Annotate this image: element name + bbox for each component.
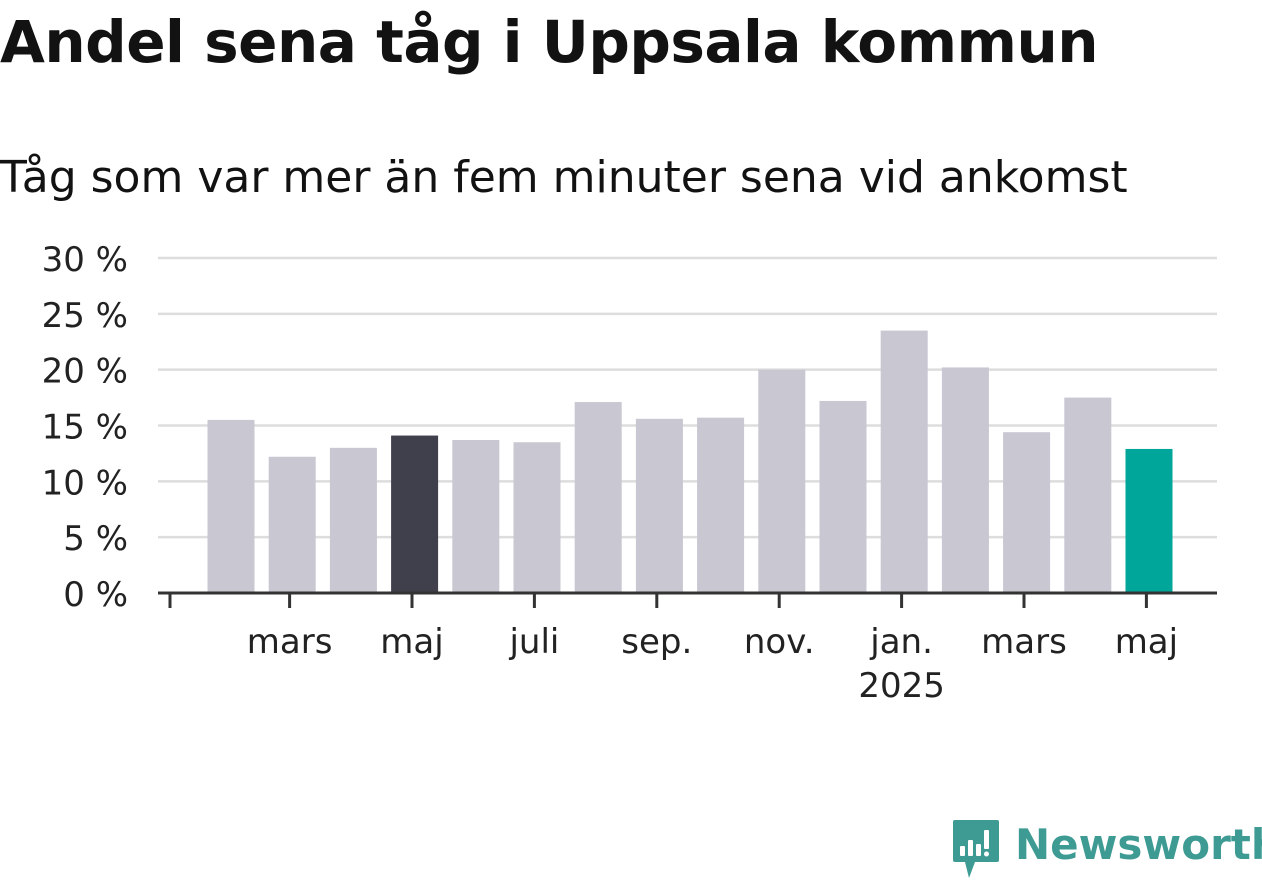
bars xyxy=(207,330,1173,593)
bar-2025-02 xyxy=(941,367,989,593)
grid-lines xyxy=(158,256,1217,539)
bar-2024-08 xyxy=(574,402,622,593)
brand-name: Newsworthy xyxy=(1015,820,1262,869)
bar-2024-09 xyxy=(635,418,683,593)
x-tick-label: sep. xyxy=(621,622,692,662)
x-tick-label: maj xyxy=(380,622,443,662)
bar-2024-10 xyxy=(697,417,745,593)
y-tick-label: 30 % xyxy=(42,240,128,280)
y-tick-label: 10 % xyxy=(42,463,128,503)
bar-2024-11 xyxy=(758,369,806,593)
bar-2024-07 xyxy=(513,442,561,593)
x-axis-labels: mars maj juli sep. nov. jan.2025 mars maj xyxy=(247,622,1178,706)
bar-2024-06 xyxy=(452,440,500,593)
bar-2025-04 xyxy=(1064,397,1112,593)
y-tick-label: 15 % xyxy=(42,408,128,448)
bar-2024-12 xyxy=(819,400,867,593)
x-tick-sublabel: 2025 xyxy=(858,666,945,706)
bar-2025-01 xyxy=(880,330,928,593)
bar-2024-03 xyxy=(268,456,316,593)
x-axis xyxy=(158,591,1217,608)
x-tick-label: jan. xyxy=(869,622,933,662)
bar-2024-02 xyxy=(207,419,255,593)
newsworthy-logo-icon xyxy=(953,820,999,878)
y-tick-label: 20 % xyxy=(42,352,128,392)
newsworthy-logo: Newsworthy xyxy=(951,818,1262,880)
y-tick-label: 25 % xyxy=(42,296,128,336)
x-tick-label: nov. xyxy=(744,622,815,662)
bar-2025-05 xyxy=(1125,448,1173,593)
bar-2025-03 xyxy=(1003,432,1051,593)
bar-2024-05 xyxy=(391,435,439,593)
y-tick-label: 5 % xyxy=(63,519,128,559)
y-tick-label: 0 % xyxy=(63,575,128,615)
x-tick-label: mars xyxy=(981,622,1067,662)
y-axis-labels: 0 % 5 % 10 % 15 % 20 % 25 % 30 % xyxy=(42,240,128,615)
x-tick-label: maj xyxy=(1115,622,1178,662)
chart-subtitle: Tåg som var mer än fem minuter sena vid … xyxy=(0,152,1128,203)
x-tick-label: mars xyxy=(247,622,333,662)
chart-title: Andel sena tåg i Uppsala kommun xyxy=(0,8,1099,76)
bar-2024-04 xyxy=(329,447,377,593)
x-tick-label: juli xyxy=(508,622,559,662)
